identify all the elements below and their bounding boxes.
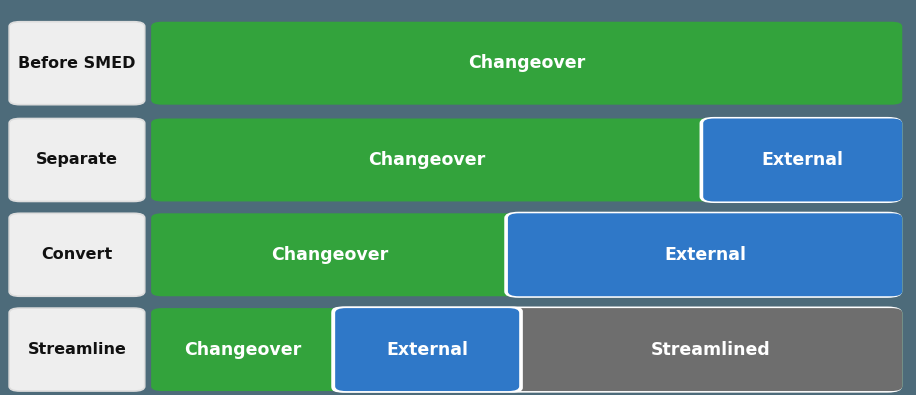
FancyBboxPatch shape <box>504 212 902 298</box>
Text: External: External <box>387 340 468 359</box>
Text: Before SMED: Before SMED <box>18 56 136 71</box>
Text: Streamline: Streamline <box>27 342 126 357</box>
FancyBboxPatch shape <box>151 213 902 296</box>
FancyBboxPatch shape <box>9 118 145 201</box>
Text: Changeover: Changeover <box>368 151 485 169</box>
FancyBboxPatch shape <box>151 118 902 201</box>
FancyBboxPatch shape <box>332 307 902 393</box>
Text: External: External <box>762 151 844 169</box>
FancyBboxPatch shape <box>507 213 902 296</box>
FancyBboxPatch shape <box>335 308 902 391</box>
FancyBboxPatch shape <box>151 308 902 391</box>
FancyBboxPatch shape <box>700 117 902 203</box>
Text: External: External <box>664 246 747 264</box>
FancyBboxPatch shape <box>9 22 145 105</box>
FancyBboxPatch shape <box>335 308 519 391</box>
FancyBboxPatch shape <box>9 308 145 391</box>
FancyBboxPatch shape <box>151 22 902 105</box>
FancyBboxPatch shape <box>703 118 902 201</box>
Text: Convert: Convert <box>41 247 113 262</box>
Text: Changeover: Changeover <box>468 54 585 72</box>
Text: Changeover: Changeover <box>271 246 388 264</box>
FancyBboxPatch shape <box>9 213 145 296</box>
Text: Separate: Separate <box>36 152 118 167</box>
FancyBboxPatch shape <box>332 307 523 393</box>
Text: Changeover: Changeover <box>184 340 301 359</box>
Text: Streamlined: Streamlined <box>651 340 770 359</box>
